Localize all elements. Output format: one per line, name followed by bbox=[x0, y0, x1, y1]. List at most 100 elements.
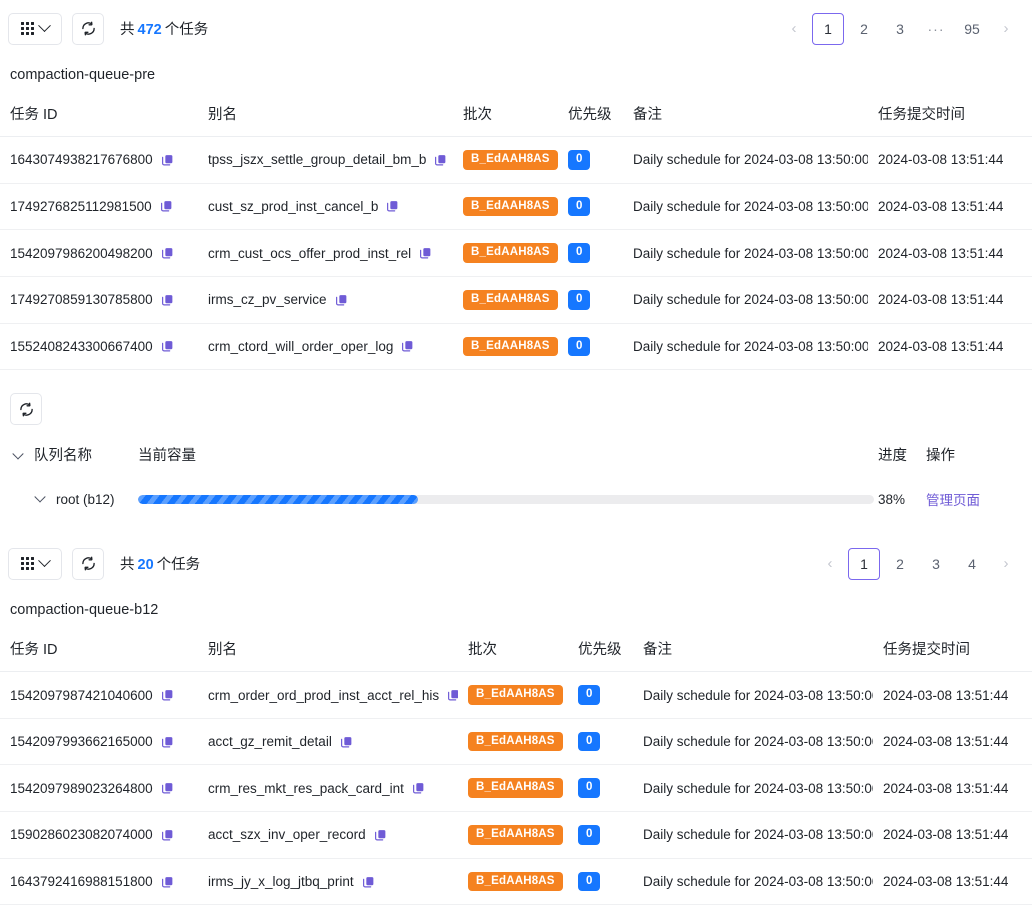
pagination-page-3[interactable]: 3 bbox=[896, 20, 904, 37]
pagination-page-3[interactable]: 3 bbox=[932, 555, 940, 572]
bottom-refresh-button[interactable] bbox=[72, 547, 104, 580]
cell-remark: Daily schedule for 2024-03-08 13:50:00 bbox=[633, 671, 873, 719]
count-value: 20 bbox=[137, 557, 154, 574]
cell-priority: 0 bbox=[568, 718, 633, 766]
copy-icon[interactable] bbox=[161, 246, 174, 260]
pagination-ellipsis[interactable]: ··· bbox=[927, 20, 945, 37]
queue-cell-action: 管理页面 bbox=[926, 477, 1032, 521]
cell-remark: Daily schedule for 2024-03-08 13:50:00 bbox=[623, 136, 868, 184]
refresh-icon bbox=[19, 402, 33, 417]
cell-priority: 0 bbox=[568, 764, 633, 813]
table-two-body: 1542097987421040600 crm_order_ord_prod_i… bbox=[0, 671, 1032, 906]
priority-badge: 0 bbox=[568, 289, 591, 310]
pagination-page-2[interactable]: 2 bbox=[860, 20, 868, 37]
top-toolbar: 共 472 个任务 ‹ 1 2 3 ··· 95 › bbox=[0, 0, 1032, 57]
cell-remark: Daily schedule for 2024-03-08 13:50:00 bbox=[633, 858, 873, 906]
copy-icon[interactable] bbox=[161, 153, 174, 167]
copy-icon[interactable] bbox=[161, 828, 174, 842]
pagination-page-2[interactable]: 2 bbox=[896, 555, 904, 572]
cell-alias: acct_szx_inv_oper_record bbox=[198, 811, 458, 859]
batch-badge: B_EdAAH8AS bbox=[463, 336, 558, 357]
copy-icon[interactable] bbox=[374, 828, 387, 842]
cell-priority: 0 bbox=[568, 811, 633, 859]
cell-remark: Daily schedule for 2024-03-08 13:50:00 bbox=[633, 764, 873, 813]
pagination-next-button[interactable]: › bbox=[1003, 20, 1009, 37]
table-header-row: 任务 ID 别名 批次 优先级 备注 任务提交时间 bbox=[0, 628, 1032, 673]
pagination-prev-button[interactable]: ‹ bbox=[791, 20, 797, 37]
priority-badge: 0 bbox=[578, 778, 601, 799]
bottom-column-settings-button[interactable] bbox=[8, 547, 62, 580]
copy-icon[interactable] bbox=[340, 735, 353, 749]
pagination-prev-button[interactable]: ‹ bbox=[827, 555, 833, 573]
pagination-page-4[interactable]: 4 bbox=[968, 555, 976, 572]
manage-page-link[interactable]: 管理页面 bbox=[926, 493, 980, 509]
table-row: 1542097989023264800 crm_res_mkt_res_pack… bbox=[0, 764, 1032, 813]
bottom-pagination: ‹ 1 2 3 4 › bbox=[814, 547, 1022, 580]
copy-icon[interactable] bbox=[386, 199, 399, 213]
cell-task-id: 1590286023082074000 bbox=[0, 811, 198, 859]
task-id-text: 1542097989023264800 bbox=[10, 780, 153, 796]
alias-text: irms_jy_x_log_jtbq_print bbox=[208, 874, 354, 890]
copy-icon[interactable] bbox=[434, 153, 447, 167]
queue-row-name: root (b12) bbox=[56, 491, 115, 507]
alias-text: cust_sz_prod_inst_cancel_b bbox=[208, 198, 379, 214]
collapse-all-chevron-icon[interactable] bbox=[10, 448, 26, 464]
queue-cell-progress: 38% bbox=[878, 491, 906, 507]
task-id-text: 1542097993662165000 bbox=[10, 734, 153, 750]
batch-badge: B_EdAAH8AS bbox=[468, 778, 563, 799]
copy-icon[interactable] bbox=[401, 339, 414, 353]
copy-icon[interactable] bbox=[160, 199, 173, 213]
table-row: 1552408243300667400 crm_ctord_will_order… bbox=[0, 323, 1032, 371]
copy-icon[interactable] bbox=[335, 293, 348, 307]
count-prefix: 共 bbox=[120, 22, 135, 38]
copy-icon[interactable] bbox=[362, 875, 375, 889]
alias-text: crm_ctord_will_order_oper_log bbox=[208, 338, 394, 354]
section-one-title: compaction-queue-pre bbox=[10, 67, 156, 83]
copy-icon[interactable] bbox=[161, 781, 174, 795]
copy-icon[interactable] bbox=[419, 246, 432, 260]
priority-badge: 0 bbox=[568, 243, 591, 263]
cell-priority: 0 bbox=[558, 323, 623, 371]
pagination-page-1[interactable]: 1 bbox=[812, 12, 844, 45]
table-row: 1542097993662165000 acct_gz_remit_detail… bbox=[0, 718, 1032, 766]
alias-text: tpss_jszx_settle_group_detail_bm_b bbox=[208, 152, 427, 168]
cell-alias: irms_cz_pv_service bbox=[198, 276, 453, 324]
cell-alias: tpss_jszx_settle_group_detail_bm_b bbox=[198, 136, 453, 184]
table-row: 1643792416988151800 irms_jy_x_log_jtbq_p… bbox=[0, 858, 1032, 906]
column-header-task-id: 任务 ID bbox=[0, 93, 198, 137]
alias-text: crm_order_ord_prod_inst_acct_rel_his bbox=[208, 687, 440, 703]
pagination-page-last[interactable]: 95 bbox=[964, 20, 980, 37]
task-table-two: 任务 ID 别名 批次 优先级 备注 任务提交时间 15420979874210… bbox=[0, 628, 1032, 906]
cell-alias: irms_jy_x_log_jtbq_print bbox=[198, 858, 458, 906]
queue-row-chevron-icon[interactable] bbox=[32, 491, 48, 507]
copy-icon[interactable] bbox=[161, 688, 174, 702]
cell-batch: B_EdAAH8AS bbox=[458, 671, 568, 719]
pagination-next-button[interactable]: › bbox=[1003, 555, 1009, 573]
task-id-text: 1749276825112981500 bbox=[10, 198, 152, 214]
cell-alias: crm_order_ord_prod_inst_acct_rel_his bbox=[198, 671, 458, 719]
priority-badge: 0 bbox=[578, 685, 601, 705]
cell-priority: 0 bbox=[558, 183, 623, 231]
copy-icon[interactable] bbox=[161, 339, 174, 353]
bottom-toolbar: 共 20 个任务 ‹ 1 2 3 4 › bbox=[0, 535, 1032, 592]
queue-column-header-capacity: 当前容量 bbox=[138, 448, 196, 465]
priority-badge: 0 bbox=[578, 825, 601, 845]
queue-refresh-button[interactable] bbox=[10, 393, 42, 426]
grid-icon bbox=[21, 22, 34, 35]
copy-icon[interactable] bbox=[161, 293, 174, 307]
copy-icon[interactable] bbox=[412, 781, 425, 795]
table-row: 1749270859130785800 irms_cz_pv_service B… bbox=[0, 276, 1032, 324]
copy-icon[interactable] bbox=[447, 688, 458, 702]
pagination-page-1[interactable]: 1 bbox=[848, 547, 880, 580]
cell-submit-time: 2024-03-08 13:51:44 bbox=[873, 811, 1032, 859]
table-one-body: 1643074938217676800 tpss_jszx_settle_gro… bbox=[0, 136, 1032, 371]
queue-cell-capacity bbox=[138, 477, 878, 521]
cell-priority: 0 bbox=[568, 858, 633, 906]
capacity-progress-bar bbox=[138, 494, 874, 504]
copy-icon[interactable] bbox=[161, 735, 174, 749]
top-refresh-button[interactable] bbox=[72, 12, 104, 45]
column-settings-button[interactable] bbox=[8, 12, 62, 45]
cell-alias: crm_cust_ocs_offer_prod_inst_rel bbox=[198, 229, 453, 277]
copy-icon[interactable] bbox=[161, 875, 174, 889]
